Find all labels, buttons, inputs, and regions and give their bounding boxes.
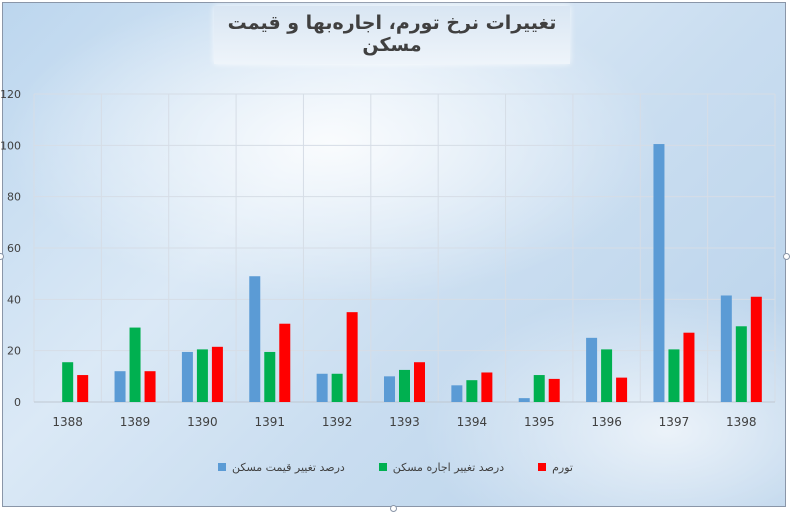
- bar-series-2-1390: [211, 346, 223, 402]
- y-tick-label: 80: [7, 191, 21, 204]
- bar-series-1-1392: [331, 373, 343, 402]
- bar-series-0-1392: [316, 373, 328, 402]
- legend-swatch: [378, 463, 387, 471]
- bar-series-1-1390: [196, 349, 208, 402]
- x-tick-label: 1395: [524, 415, 555, 429]
- y-tick-label: 60: [7, 242, 21, 255]
- y-tick-label: 100: [0, 139, 21, 152]
- bar-series-1-1398: [735, 326, 747, 402]
- x-tick-label: 1398: [726, 415, 757, 429]
- bar-series-1-1389: [129, 327, 141, 402]
- x-tick-label: 1388: [52, 415, 83, 429]
- resize-handle-right[interactable]: [783, 253, 790, 260]
- bar-series-2-1396: [616, 377, 628, 402]
- bar-series-1-1397: [668, 349, 680, 402]
- legend-label: درصد تغییر قیمت مسکن: [232, 460, 345, 474]
- bar-series-2-1391: [279, 323, 291, 402]
- bar-series-2-1398: [750, 296, 762, 402]
- legend-label: درصد تغییر اجاره مسکن: [392, 460, 505, 474]
- bar-series-0-1397: [653, 144, 665, 403]
- bar-series-0-1390: [181, 351, 193, 402]
- legend-item-1[interactable]: درصد تغییر اجاره مسکن: [378, 459, 505, 475]
- x-tick-label: 1394: [457, 415, 488, 429]
- bar-series-1-1393: [399, 369, 410, 402]
- bar-series-2-1395: [548, 378, 560, 402]
- y-tick-label: 0: [14, 396, 21, 409]
- bar-series-2-1397: [683, 332, 695, 402]
- x-tick-label: 1389: [120, 415, 151, 429]
- y-tick-label: 120: [0, 88, 21, 101]
- bar-series-1-1394: [466, 380, 478, 402]
- legend-item-2[interactable]: تورم: [538, 459, 573, 475]
- x-tick-label: 1396: [591, 415, 622, 429]
- bar-series-2-1392: [346, 312, 358, 402]
- bar-series-1-1388: [62, 362, 74, 402]
- bar-series-0-1394: [451, 385, 463, 402]
- x-tick-label: 1397: [659, 415, 690, 429]
- bar-series-0-1395: [518, 398, 530, 402]
- bar-series-0-1393: [384, 376, 395, 402]
- bar-series-2-1393: [414, 362, 425, 402]
- y-tick-label: 20: [7, 345, 21, 358]
- legend[interactable]: درصد تغییر قیمت مسکن درصد تغییر اجاره مسک…: [0, 459, 791, 475]
- legend-label: تورم: [552, 460, 573, 474]
- legend-swatch: [538, 463, 547, 471]
- bar-series-0-1389: [114, 371, 126, 402]
- bar-series-2-1388: [77, 375, 89, 402]
- legend-swatch: [218, 463, 226, 471]
- x-tick-label: 1390: [187, 415, 218, 429]
- bar-series-0-1396: [586, 337, 598, 402]
- chart-title-box[interactable]: تغییرات نرخ تورم، اجاره‌بها و قیمت مسکن: [214, 6, 570, 64]
- bar-series-1-1391: [264, 351, 276, 402]
- bar-series-2-1389: [144, 371, 156, 402]
- bar-series-2-1394: [481, 372, 493, 402]
- legend-item-0[interactable]: درصد تغییر قیمت مسکن: [218, 459, 345, 475]
- y-tick-label: 40: [7, 293, 21, 306]
- resize-handle-left[interactable]: [0, 253, 4, 260]
- x-tick-label: 1393: [389, 415, 420, 429]
- bar-series-0-1398: [720, 295, 732, 402]
- bar-series-0-1391: [249, 276, 261, 402]
- bar-series-1-1396: [601, 349, 613, 402]
- resize-handle-bottom[interactable]: [390, 505, 397, 512]
- x-tick-label: 1392: [322, 415, 353, 429]
- chart-title: تغییرات نرخ تورم، اجاره‌بها و قیمت مسکن: [227, 12, 557, 56]
- bar-series-1-1395: [533, 375, 545, 402]
- x-tick-label: 1391: [254, 415, 285, 429]
